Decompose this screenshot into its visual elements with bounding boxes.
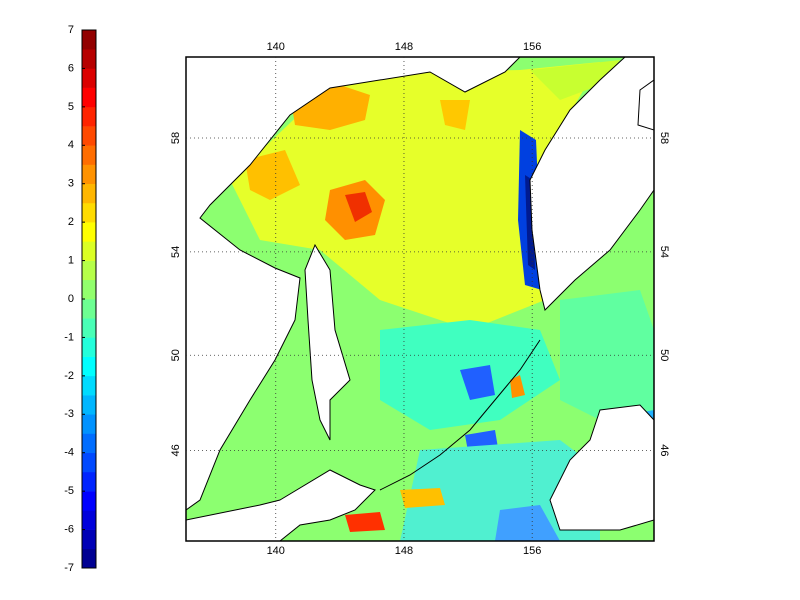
lon-label: 148 xyxy=(395,545,413,557)
colorbar-level xyxy=(82,452,96,473)
colorbar-level xyxy=(82,529,96,550)
lon-label: 140 xyxy=(267,545,285,557)
lat-label: 58 xyxy=(658,132,670,144)
colorbar-level xyxy=(82,395,96,415)
colorbar-level xyxy=(82,106,96,127)
colorbar-level xyxy=(82,145,96,165)
colorbar-level xyxy=(82,299,96,319)
colorbar-level xyxy=(82,471,96,492)
colorbar-level xyxy=(82,510,96,530)
colorbar-level xyxy=(82,49,96,69)
lat-label: 58 xyxy=(170,132,182,144)
colorbar-label: 1 xyxy=(68,254,74,266)
lat-label: 54 xyxy=(170,246,182,258)
colorbar-level xyxy=(82,68,96,88)
colorbar-label: 3 xyxy=(68,178,74,190)
colorbar-level xyxy=(82,491,96,511)
lon-label: 140 xyxy=(267,41,285,53)
lat-label: 50 xyxy=(658,349,670,361)
colorbar-level xyxy=(82,375,96,396)
colorbar-label: -5 xyxy=(64,485,74,497)
lat-label: 54 xyxy=(658,246,670,258)
lon-label: 148 xyxy=(395,41,413,53)
anomaly-field xyxy=(186,57,654,541)
colorbar-label: 6 xyxy=(68,62,74,74)
colorbar-level xyxy=(82,279,96,300)
colorbar-level xyxy=(82,337,96,357)
colorbar-level xyxy=(82,356,96,377)
lon-label: 156 xyxy=(523,41,541,53)
colorbar-level xyxy=(82,414,96,434)
lat-label: 50 xyxy=(170,349,182,361)
colorbar-label: -4 xyxy=(64,447,74,459)
colorbar-label: -6 xyxy=(64,523,74,535)
colorbar-label: 5 xyxy=(68,101,74,113)
colorbar-level xyxy=(82,548,96,569)
colorbar-level xyxy=(82,164,96,185)
colorbar-label: -2 xyxy=(64,370,74,382)
colorbar-label: 4 xyxy=(68,139,74,151)
colorbar-level xyxy=(82,30,96,50)
lat-label: 46 xyxy=(658,444,670,456)
colorbar-label: -1 xyxy=(64,331,74,343)
colorbar-level xyxy=(82,126,96,146)
colorbar-label: 0 xyxy=(68,293,74,305)
colorbar-level xyxy=(82,202,96,223)
colorbar-label: 7 xyxy=(68,24,74,36)
lon-label: 156 xyxy=(523,545,541,557)
colorbar-label: -3 xyxy=(64,408,74,420)
lat-label: 46 xyxy=(170,444,182,456)
colorbar-level xyxy=(82,222,96,242)
colorbar-level xyxy=(82,433,96,454)
colorbar-level xyxy=(82,241,96,261)
colorbar-level xyxy=(82,183,96,204)
colorbar-level xyxy=(82,87,96,108)
colorbar-label: 2 xyxy=(68,216,74,228)
colorbar-level xyxy=(82,260,96,281)
colorbar-level xyxy=(82,318,96,338)
colorbar-label: -7 xyxy=(64,562,74,574)
map-frame xyxy=(185,56,655,542)
